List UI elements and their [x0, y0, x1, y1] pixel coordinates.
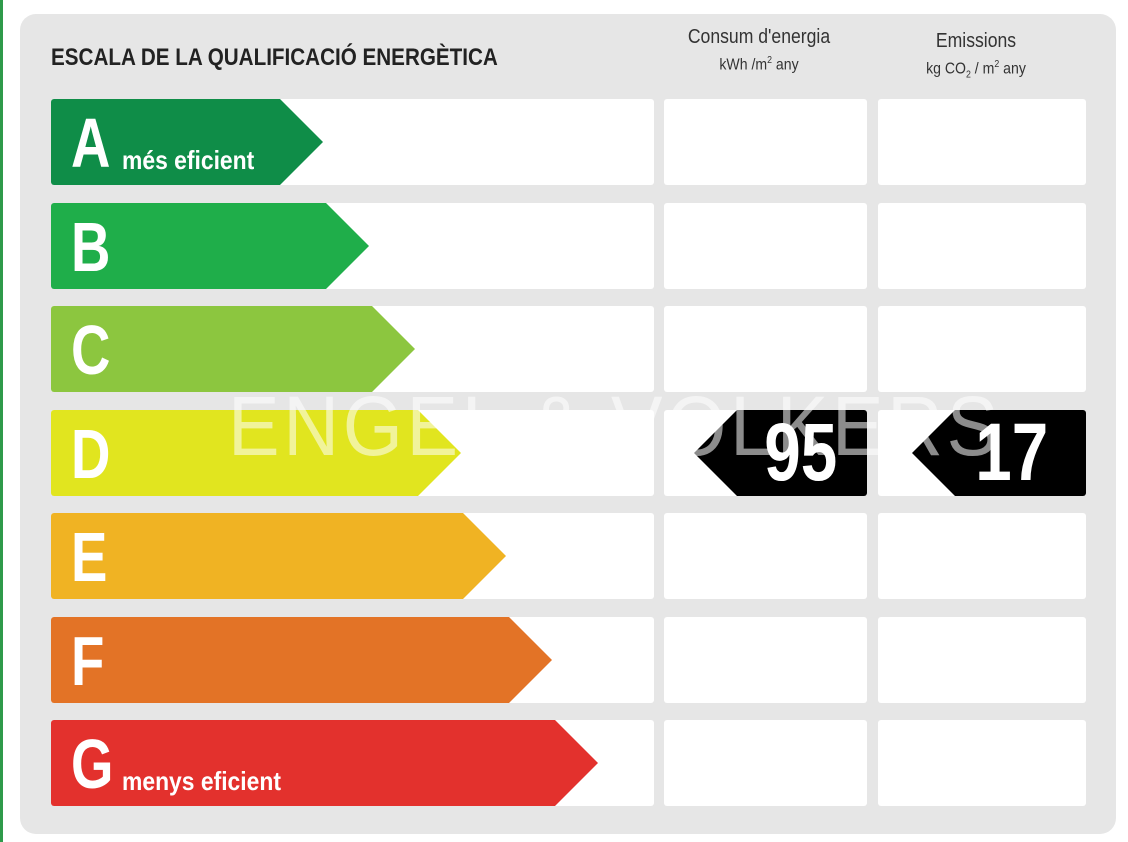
consumption-cell: [664, 617, 867, 703]
consumption-cell: [664, 99, 867, 185]
emissions-cell: [878, 513, 1086, 599]
emissions-cell: [878, 306, 1086, 392]
rating-row-f: F: [51, 617, 1086, 703]
consumption-unit: kWh /m2 any: [719, 55, 799, 74]
consumption-marker: 95: [694, 410, 867, 496]
emissions-marker: 17: [912, 410, 1086, 496]
consumption-value: 95: [764, 407, 837, 498]
emissions-unit: kg CO2 / m2 any: [926, 59, 1026, 81]
consumption-cell: [664, 306, 867, 392]
rating-letter: D: [71, 415, 111, 493]
consumption-column-header: Consum d'energia kWh /m2 any: [675, 26, 842, 74]
rating-letter: E: [71, 518, 108, 596]
rating-description: més eficient: [122, 145, 255, 175]
rating-arrow-f: F: [51, 617, 552, 703]
emissions-label: Emissions: [935, 30, 1017, 52]
emissions-cell: [878, 203, 1086, 289]
rating-letter: B: [71, 208, 111, 286]
emissions-value: 17: [975, 407, 1048, 498]
rating-arrow-e: E: [51, 513, 506, 599]
rating-letter: F: [71, 622, 105, 700]
emissions-cell: [878, 720, 1086, 806]
left-border-line: [0, 0, 3, 842]
consumption-cell: [664, 720, 867, 806]
rating-description: menys eficient: [122, 766, 281, 796]
rating-arrow-b: B: [51, 203, 369, 289]
rating-row-c: C: [51, 306, 1086, 392]
consumption-cell: [664, 513, 867, 599]
emissions-column-header: Emissions kg CO2 / m2 any: [890, 30, 1062, 81]
rating-arrow-d: D: [51, 410, 461, 496]
rating-row-d: D 95 17: [51, 410, 1086, 496]
consumption-cell: [664, 203, 867, 289]
rating-letter: A: [71, 104, 111, 182]
rating-arrow-c: C: [51, 306, 415, 392]
rating-letter: C: [71, 311, 111, 389]
emissions-cell: [878, 617, 1086, 703]
rating-row-b: B: [51, 203, 1086, 289]
consumption-label: Consum d'energia: [687, 26, 831, 48]
page-title: ESCALA DE LA QUALIFICACIÓ ENERGÈTICA: [51, 44, 498, 71]
rating-letter: G: [71, 725, 114, 803]
rating-row-e: E: [51, 513, 1086, 599]
emissions-cell: [878, 99, 1086, 185]
